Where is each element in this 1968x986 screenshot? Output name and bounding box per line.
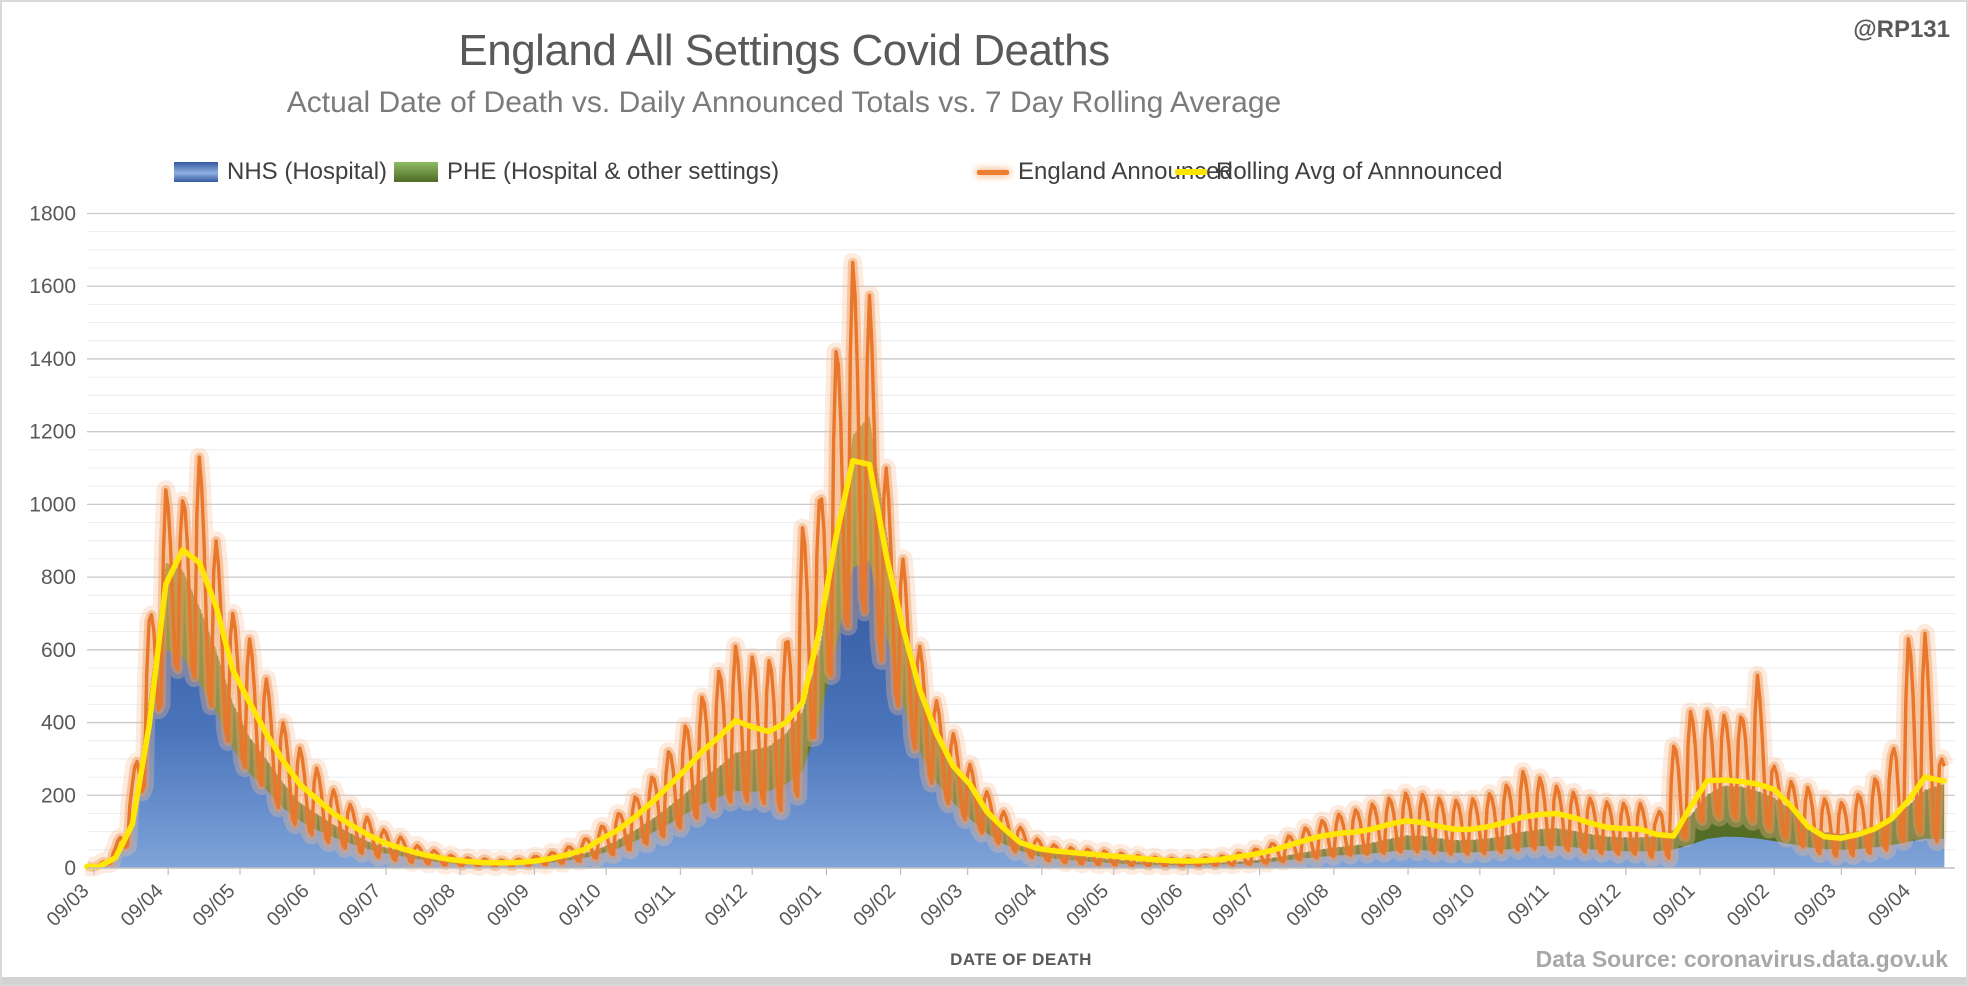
x-axis-tick-labels: 09/03 09/04 09/05 09/06 09/07 09/08 09/09 09/10… (43, 868, 1917, 931)
svg-text:09/10: 09/10 (555, 880, 606, 931)
svg-text:09/07: 09/07 (1208, 880, 1259, 931)
svg-text:09/10: 09/10 (1428, 880, 1479, 931)
chart-subtitle: Actual Date of Death vs. Daily Announced… (286, 86, 1282, 119)
svg-text:1800: 1800 (29, 203, 76, 226)
svg-text:09/01: 09/01 (775, 880, 826, 931)
svg-text:09/04: 09/04 (117, 880, 168, 931)
series-rolling-avg-line (84, 458, 1947, 870)
svg-text:1600: 1600 (29, 275, 76, 298)
svg-text:800: 800 (41, 566, 76, 589)
x-axis-title: DATE OF DEATH (950, 950, 1092, 969)
svg-text:600: 600 (41, 639, 76, 662)
svg-text:09/07: 09/07 (335, 880, 386, 931)
svg-text:09/01: 09/01 (1649, 880, 1700, 931)
svg-text:400: 400 (41, 712, 76, 735)
svg-text:09/06: 09/06 (1136, 880, 1187, 931)
legend-label-rolling-avg: Rolling Avg of Annnounced (1216, 158, 1503, 185)
svg-text:09/02: 09/02 (849, 880, 900, 931)
svg-text:09/04: 09/04 (990, 880, 1041, 931)
author-watermark: @RP131 (1853, 16, 1950, 43)
svg-text:09/06: 09/06 (263, 880, 314, 931)
svg-text:09/05: 09/05 (189, 880, 240, 931)
svg-text:09/12: 09/12 (1574, 880, 1625, 931)
svg-text:09/08: 09/08 (1282, 880, 1333, 931)
svg-text:09/03: 09/03 (43, 880, 94, 931)
legend-label-phe: PHE (Hospital & other settings) (447, 158, 780, 185)
svg-text:09/04: 09/04 (1864, 880, 1915, 931)
svg-text:09/09: 09/09 (1357, 880, 1408, 931)
svg-text:09/11: 09/11 (630, 880, 680, 930)
announced-line-swatch-icon (977, 169, 1009, 175)
svg-text:09/08: 09/08 (409, 880, 460, 931)
svg-text:0: 0 (64, 857, 76, 880)
phe-area-swatch-icon (394, 162, 438, 182)
gridlines (87, 212, 1955, 851)
svg-text:09/05: 09/05 (1062, 880, 1113, 931)
x-axis: 09/03 09/04 09/05 09/06 09/07 09/08 09/09 09/10… (43, 867, 1955, 931)
svg-text:1000: 1000 (29, 493, 76, 516)
legend-label-nhs: NHS (Hospital) (227, 158, 388, 185)
svg-text:200: 200 (41, 784, 76, 807)
legend-item-rolling-avg: Rolling Avg of Annnounced (1175, 156, 1502, 188)
nhs-area-swatch-icon (174, 162, 218, 182)
svg-text:09/11: 09/11 (1504, 880, 1554, 930)
svg-text:09/09: 09/09 (483, 880, 534, 931)
chart-title: England All Settings Covid Deaths (458, 26, 1110, 75)
svg-text:09/03: 09/03 (916, 880, 967, 931)
data-source-credit: Data Source: coronavirus.data.gov.uk (1535, 946, 1948, 972)
series-england-announced-line (79, 253, 1954, 877)
legend-item-phe: PHE (Hospital & other settings) (394, 156, 779, 188)
svg-text:1400: 1400 (29, 348, 76, 371)
rolling-avg-line-swatch-icon (1175, 169, 1207, 175)
svg-text:09/12: 09/12 (701, 880, 752, 931)
bottom-border-strip (2, 977, 1966, 984)
y-axis-labels: 0 200 400 600 800 1000 1200 1400 1600 1800 (29, 203, 76, 881)
svg-text:09/03: 09/03 (1790, 880, 1841, 931)
svg-text:09/02: 09/02 (1723, 880, 1774, 931)
svg-text:1200: 1200 (29, 421, 76, 444)
series-nhs-area (86, 560, 1945, 868)
legend-item-nhs: NHS (Hospital) (174, 156, 387, 188)
